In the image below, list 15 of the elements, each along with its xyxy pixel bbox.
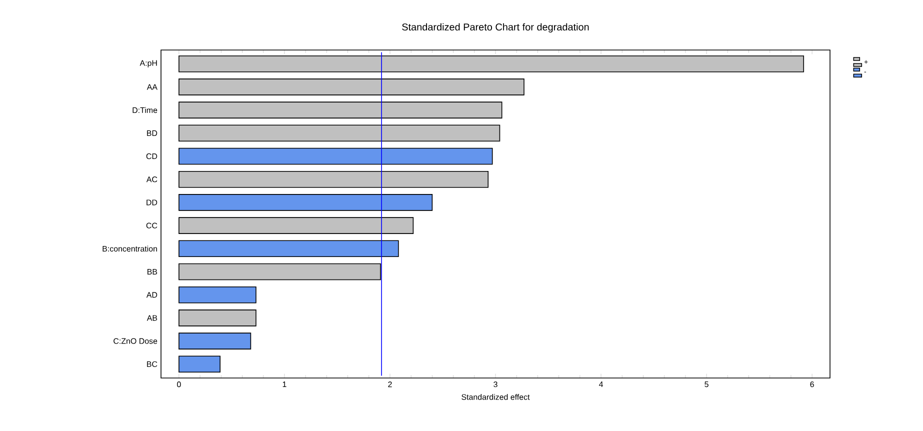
bar <box>178 240 399 258</box>
bar <box>178 148 493 165</box>
bar <box>178 332 252 350</box>
bar <box>178 170 489 188</box>
bar <box>178 263 381 280</box>
bar <box>178 124 500 142</box>
bar <box>178 194 433 211</box>
bar <box>178 286 256 304</box>
bar <box>178 217 414 234</box>
bar <box>178 55 804 72</box>
bar <box>178 78 524 96</box>
bar <box>178 356 220 373</box>
bar <box>178 310 256 326</box>
chart-title: Standardized Pareto Chart for degradation <box>402 23 589 32</box>
bar <box>178 102 502 118</box>
